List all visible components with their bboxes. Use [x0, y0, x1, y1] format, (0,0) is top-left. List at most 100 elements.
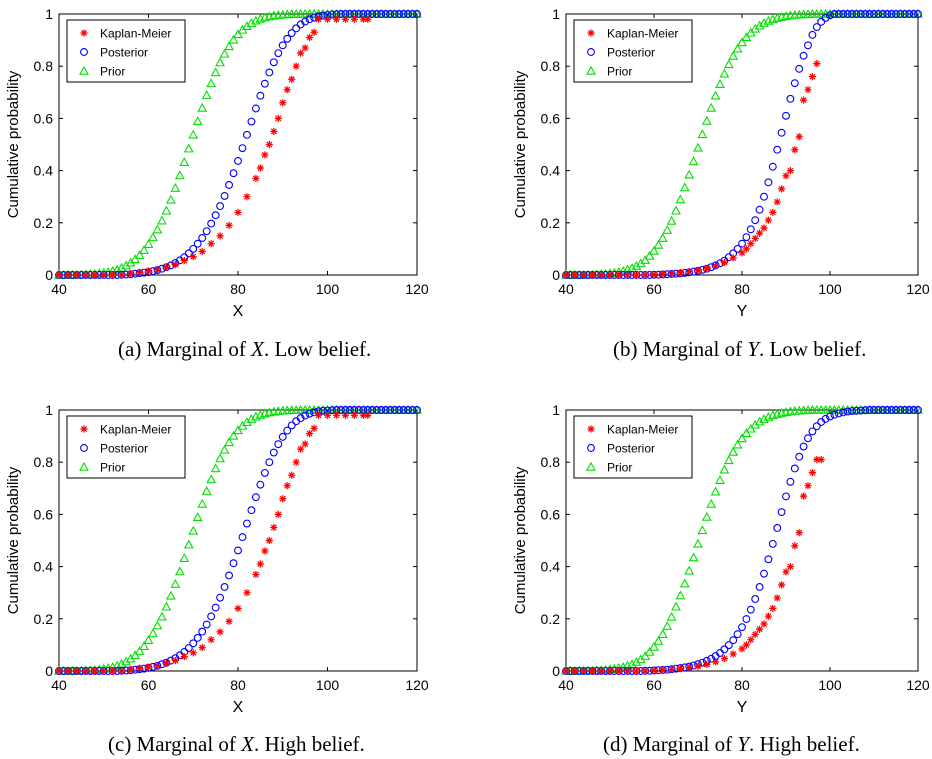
x-tick-label: 60: [141, 281, 157, 297]
data-point: [225, 617, 233, 626]
data-point: [207, 240, 215, 248]
legend: Kaplan-Meier Posterior Prior: [66, 415, 186, 479]
data-point: [706, 102, 717, 112]
data-point: [641, 271, 649, 279]
legend: Kaplan-Meier Posterior Prior: [573, 19, 693, 83]
chart-panel-c: 40 60 80 100 120 0 0.2 0.4 0.6 0.8 1 X Cumulative pr…: [5, 402, 429, 716]
data-point: [764, 612, 772, 620]
data-point: [778, 581, 786, 589]
data-point: [710, 486, 721, 496]
x-axis-label: X: [233, 699, 244, 716]
data-point: [323, 15, 332, 23]
y-tick-label: 0.4: [541, 559, 561, 575]
data-point: [782, 111, 790, 120]
data-point: [756, 229, 764, 237]
data-point: [706, 498, 717, 508]
data-point: [597, 271, 605, 279]
y-tick-label: 1: [45, 6, 53, 22]
data-point: [148, 628, 158, 638]
data-point: [283, 34, 292, 43]
data-point: [754, 416, 765, 426]
data-point: [631, 260, 642, 270]
data-point: [701, 511, 712, 521]
data-point: [764, 555, 773, 564]
data-point: [161, 205, 172, 215]
data-point: [729, 650, 737, 658]
data-point: [865, 406, 874, 414]
data-point: [694, 662, 702, 670]
data-point: [256, 164, 264, 172]
x-tick-label: 100: [316, 677, 340, 693]
data-point: [782, 568, 790, 576]
data-point: [55, 667, 63, 675]
data-point: [216, 232, 224, 240]
data-point: [261, 547, 269, 555]
data-point: [746, 225, 755, 234]
data-point: [883, 10, 892, 18]
data-point: [234, 604, 242, 612]
data-point: [189, 244, 198, 253]
data-point: [662, 620, 673, 630]
data-point: [207, 636, 215, 644]
data-point: [715, 475, 725, 484]
legend-marker: [80, 425, 88, 433]
data-point: [632, 667, 640, 675]
x-tick-label: 80: [230, 677, 246, 693]
legend-marker: [587, 48, 595, 56]
data-point: [265, 458, 274, 467]
data-point: [856, 406, 865, 415]
data-point: [381, 406, 390, 414]
data-point: [336, 406, 345, 414]
data-point: [759, 414, 769, 423]
data-point: [310, 408, 319, 417]
data-point: [723, 455, 734, 465]
data-point: [144, 663, 153, 671]
legend-label: Kaplan-Meier: [607, 423, 678, 437]
legend-marker: [587, 29, 595, 37]
data-point: [183, 143, 194, 153]
x-tick-label: 100: [818, 677, 842, 693]
data-point: [760, 192, 768, 201]
data-point: [650, 666, 658, 675]
data-point: [162, 659, 170, 667]
data-point: [729, 254, 737, 262]
x-axis-label: X: [233, 303, 244, 320]
data-point: [644, 646, 655, 656]
data-point: [808, 427, 817, 436]
data-point: [399, 406, 408, 414]
data-point: [773, 524, 782, 532]
y-tick-label: 0: [552, 663, 560, 679]
data-point: [152, 224, 163, 234]
data-point: [896, 10, 905, 18]
data-point: [914, 10, 922, 18]
data-point: [350, 411, 358, 419]
x-axis-label: Y: [737, 303, 748, 320]
data-point: [135, 664, 144, 672]
data-point: [733, 244, 742, 253]
data-point: [305, 15, 314, 24]
data-point: [738, 239, 746, 248]
legend-marker: [586, 65, 596, 75]
data-point: [274, 440, 283, 449]
data-point: [359, 411, 367, 419]
data-point: [723, 59, 734, 69]
data-point: [252, 174, 260, 183]
y-tick-label: 0.4: [34, 559, 54, 575]
data-point: [261, 151, 269, 159]
data-point: [760, 569, 768, 578]
data-point: [274, 114, 282, 122]
data-point: [733, 630, 742, 639]
data-point: [800, 96, 808, 104]
data-point: [100, 271, 108, 279]
data-point: [377, 406, 386, 414]
data-point: [649, 245, 659, 255]
x-tick-label: 60: [646, 281, 662, 297]
x-tick-label: 40: [51, 281, 67, 297]
y-axis-label: Cumulative probability: [512, 466, 529, 614]
data-point: [843, 10, 852, 18]
data-point: [210, 67, 221, 77]
data-point: [234, 546, 242, 555]
data-point: [588, 271, 596, 279]
data-point: [653, 239, 664, 249]
data-point: [679, 578, 690, 588]
